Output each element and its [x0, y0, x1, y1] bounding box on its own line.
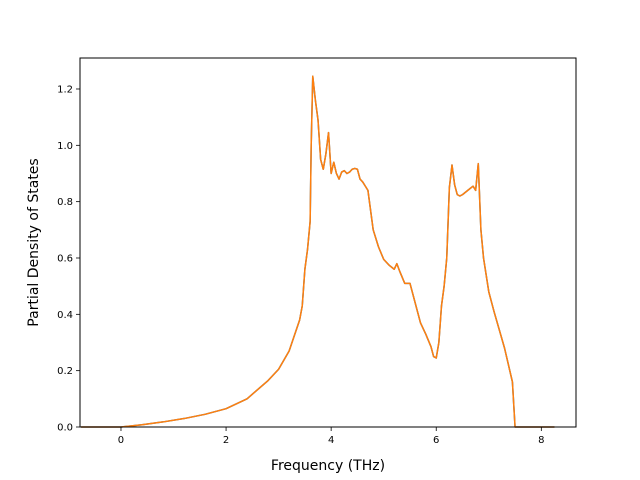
x-tick-label: 0 [118, 435, 124, 446]
y-tick-label: 0.8 [57, 197, 73, 208]
y-axis-ticks: 0.0 0.2 0.4 0.6 0.8 1.0 1.2 [57, 84, 80, 434]
series-layer [81, 75, 555, 428]
y-tick-label: 0.4 [57, 310, 73, 321]
x-tick-label: 2 [223, 435, 229, 446]
series-line-1 [81, 75, 555, 428]
y-axis-label: Partial Density of States [26, 158, 42, 326]
x-tick-label: 8 [538, 435, 544, 446]
x-axis-ticks: 0 2 4 6 8 [118, 427, 545, 446]
y-tick-label: 0.2 [57, 366, 73, 377]
axes-frame [79, 57, 577, 428]
y-tick-label: 1.0 [57, 141, 73, 152]
x-axis-label: Frequency (THz) [271, 458, 385, 474]
y-tick-label: 0.0 [57, 423, 73, 434]
x-tick-label: 6 [433, 435, 439, 446]
y-tick-label: 0.6 [57, 253, 73, 264]
x-tick-label: 4 [328, 435, 334, 446]
y-tick-label: 1.2 [57, 84, 73, 95]
